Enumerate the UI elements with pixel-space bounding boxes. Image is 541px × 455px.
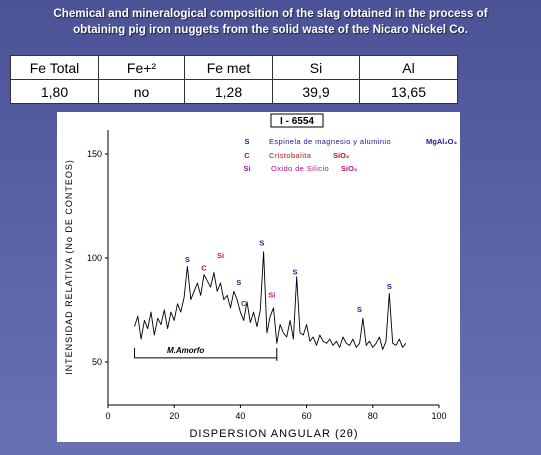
legend-symbol: S <box>244 137 249 146</box>
y-tick-label: 150 <box>87 149 102 159</box>
table-header-row: Fe Total Fe+² Fe met Si Al <box>10 55 458 80</box>
slide-title-line-1: Chemical and mineralogical composition o… <box>53 7 488 20</box>
xrd-chart-panel: I - 6554 S Espinela de magnesio y alumin… <box>57 112 460 442</box>
x-tick-label: 0 <box>105 411 110 421</box>
x-tick-label: 60 <box>302 411 312 421</box>
amorphous-band-label: M.Amorfo <box>167 346 204 355</box>
peak-label: S <box>259 239 264 248</box>
amorphous-band: M.Amorfo <box>133 346 278 361</box>
table-cell: no <box>98 79 185 104</box>
table-header-cell: Si <box>272 55 360 80</box>
x-tick-label: 80 <box>368 411 378 421</box>
table-cell: 13,65 <box>359 79 458 104</box>
peak-label: Si <box>217 251 224 260</box>
peak-labels: S C Si S C S Si S S S <box>185 239 392 315</box>
table-row: 1,80 no 1,28 39,9 13,65 <box>10 79 458 104</box>
xrd-pattern-line <box>134 251 407 350</box>
peak-label: C <box>241 299 247 308</box>
y-tick-label: 100 <box>87 253 102 263</box>
x-tick-labels: 0 20 40 60 80 100 <box>105 411 446 421</box>
x-tick-label: 40 <box>235 411 245 421</box>
table-header-cell: Fe+² <box>98 55 185 80</box>
legend-formula: SiO₂ <box>341 164 357 173</box>
y-tick-label: 50 <box>92 357 102 367</box>
peak-label: S <box>185 255 190 264</box>
xrd-chart: I - 6554 S Espinela de magnesio y alumin… <box>64 113 457 440</box>
table-header-cell: Al <box>359 55 458 80</box>
legend-label: Oxido de Silicio <box>271 164 329 173</box>
legend-symbol: Si <box>243 164 250 173</box>
peak-label: S <box>236 278 241 287</box>
y-tick-labels: 50 100 150 <box>87 149 102 367</box>
y-axis-title: INTENSIDAD RELATIVA (No DE CONTEOS) <box>64 159 74 375</box>
legend-label: Cristobalita <box>269 151 312 160</box>
table-cell: 39,9 <box>272 79 360 104</box>
sample-id-box <box>270 113 324 128</box>
legend-formula: MgAl₂O₄ <box>426 137 457 146</box>
composition-table: Fe Total Fe+² Fe met Si Al 1,80 no 1,28 … <box>10 55 458 104</box>
legend-symbol: C <box>244 151 250 160</box>
table-header-cell: Fe met <box>184 55 273 80</box>
legend-label: Espinela de magnesio y aluminio <box>269 137 391 146</box>
peak-label: Si <box>268 291 275 300</box>
peak-label: S <box>293 268 298 277</box>
x-tick-label: 100 <box>431 411 446 421</box>
x-tick-label: 20 <box>169 411 179 421</box>
peak-label: S <box>357 305 362 314</box>
sample-id-label: I - 6554 <box>280 116 314 127</box>
peak-label: C <box>201 263 207 272</box>
legend: S Espinela de magnesio y aluminio MgAl₂O… <box>243 137 457 173</box>
table-header-cell: Fe Total <box>10 55 99 80</box>
table-cell: 1,28 <box>184 79 273 104</box>
legend-formula: SiO₂ <box>333 151 349 160</box>
x-axis-title: DISPERSION ANGULAR (2θ) <box>189 428 358 440</box>
slide-title: Chemical and mineralogical composition o… <box>0 6 541 38</box>
table-cell: 1,80 <box>10 79 99 104</box>
peak-label: S <box>387 282 392 291</box>
slide-title-line-2: obtaining pig iron nuggets from the soli… <box>73 23 468 36</box>
